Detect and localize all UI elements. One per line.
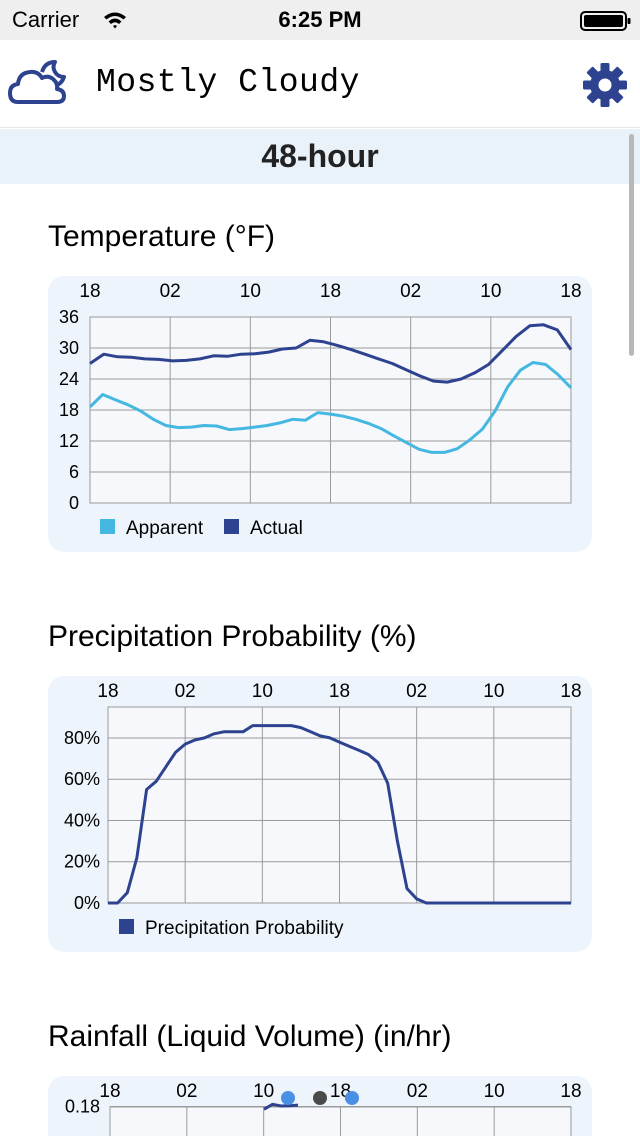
partly-cloudy-icon [8, 58, 68, 109]
status-bar: Carrier 6:25 PM [0, 0, 640, 40]
y-tick-label: 30 [59, 338, 79, 358]
forecast-range-label: 48-hour [261, 138, 379, 174]
series-line-actual [89, 323, 573, 384]
scroll-indicator[interactable] [629, 134, 634, 356]
x-tick-label: 02 [400, 281, 421, 302]
page-indicator-dot [313, 1091, 327, 1105]
x-tick-label: 10 [484, 1081, 505, 1102]
x-tick-label: 10 [483, 681, 504, 702]
legend-swatch [224, 519, 239, 534]
legend-swatch [119, 919, 134, 934]
x-tick-label: 10 [252, 681, 273, 702]
rainfall-chart: 18 02 10 18 02 10 18 0.18 [48, 1076, 592, 1136]
legend-label: Actual [250, 518, 303, 539]
carrier-label: Carrier [12, 7, 80, 32]
series-line-rainfall [263, 1102, 299, 1111]
precip-chart-title: Precipitation Probability (%) [48, 620, 417, 653]
x-tick-label: 18 [97, 681, 118, 702]
precip-chart: 18 02 10 18 02 10 18 80% 60% 40% 20% 0% Precipitatio… [48, 676, 592, 952]
y-tick-label: 36 [59, 307, 79, 327]
x-tick-label: 02 [406, 681, 427, 702]
temperature-chart-title: Temperature (°F) [48, 220, 276, 253]
x-tick-label: 18 [560, 681, 581, 702]
x-tick-label: 10 [480, 281, 501, 302]
y-tick-label: 0 [69, 493, 79, 513]
settings-gear-icon[interactable] [582, 62, 628, 113]
precip-chart-svg: 18 02 10 18 02 10 18 80% 60% 40% 20% 0% Precipitatio… [64, 681, 582, 939]
y-tick-label: 0% [74, 893, 100, 913]
y-tick-label: 6 [69, 462, 79, 482]
page-indicator-dot [281, 1091, 295, 1105]
series-line-precipitation-probability [108, 724, 571, 905]
y-tick-label: 24 [59, 369, 79, 389]
x-tick-label: 02 [176, 1081, 197, 1102]
x-tick-label: 18 [560, 1081, 581, 1102]
series-line-apparent [88, 361, 573, 454]
x-tick-label: 18 [560, 281, 581, 302]
y-tick-label: 60% [64, 769, 100, 789]
y-tick-label: 80% [64, 728, 100, 748]
legend-label: Apparent [126, 518, 204, 539]
x-tick-label: 02 [160, 281, 181, 302]
condition-title: Mostly Cloudy [96, 64, 360, 101]
clock-time: 6:25 PM [278, 7, 362, 32]
x-tick-label: 02 [407, 1081, 428, 1102]
app-header: Mostly Cloudy [0, 40, 640, 128]
x-tick-label: 18 [320, 281, 341, 302]
y-tick-label: 12 [59, 431, 79, 451]
temperature-chart: 18 02 10 18 02 10 18 36 30 24 18 12 6 0 Apparent Actual [48, 276, 592, 552]
x-tick-label: 02 [175, 681, 196, 702]
y-tick-label: 40% [64, 810, 100, 830]
x-tick-label: 18 [79, 281, 100, 302]
rainfall-chart-svg: 18 02 10 18 02 10 180.18 [65, 1081, 582, 1136]
battery-icon [580, 10, 632, 37]
y-tick-label: 0.18 [65, 1097, 100, 1117]
rainfall-chart-title: Rainfall (Liquid Volume) (in/hr) [48, 1020, 452, 1053]
x-tick-label: 10 [240, 281, 261, 302]
wifi-icon [103, 10, 127, 35]
y-tick-label: 20% [64, 852, 100, 872]
x-tick-label: 18 [329, 681, 350, 702]
forecast-range-band: 48-hour [0, 129, 640, 184]
legend-swatch [100, 519, 115, 534]
legend-label: Precipitation Probability [145, 918, 344, 939]
x-tick-label: 10 [253, 1081, 274, 1102]
page-indicator-dot [345, 1091, 359, 1105]
y-tick-label: 18 [59, 400, 79, 420]
x-tick-label: 18 [99, 1081, 120, 1102]
